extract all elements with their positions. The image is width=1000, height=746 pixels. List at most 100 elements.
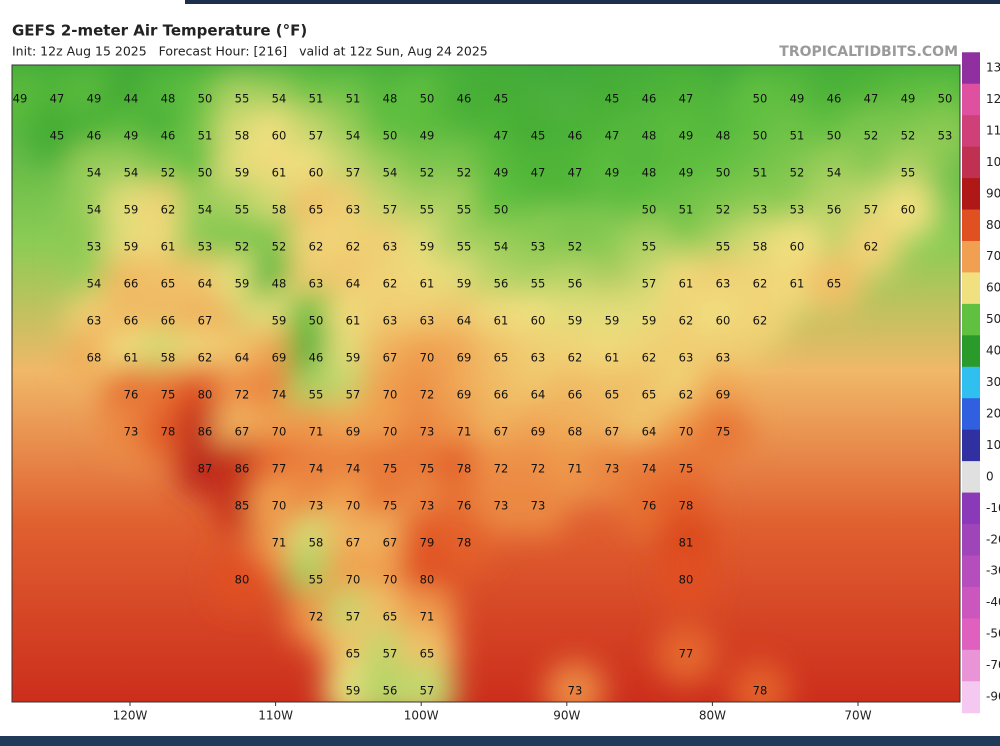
temperature-value: 52	[716, 203, 731, 217]
temperature-value: 78	[161, 425, 176, 439]
temperature-value: 67	[494, 425, 509, 439]
map: 49 47 49 44 48 50 55 54 51 51 48 50 46 45 45 46 47 50 49 46…	[12, 65, 960, 702]
temperature-value: 46	[457, 92, 472, 106]
temperature-value: 58	[161, 351, 176, 365]
temperature-value: 57	[346, 610, 361, 624]
temperature-value: 49	[679, 129, 694, 143]
temperature-value: 54	[124, 166, 139, 180]
temperature-value: 63	[679, 351, 694, 365]
temperature-value: 63	[716, 351, 731, 365]
colorbar-segment	[962, 649, 980, 682]
temperature-value: 74	[642, 462, 657, 476]
temperature-value: 48	[272, 277, 287, 291]
temperature-value: 46	[309, 351, 324, 365]
temperature-value: 59	[457, 277, 472, 291]
temperature-value: 55	[309, 573, 324, 587]
temperature-value: 62	[679, 388, 694, 402]
temperature-value: 59	[235, 166, 250, 180]
temperature-value: 52	[457, 166, 472, 180]
colorbar-label: 0	[986, 469, 994, 483]
temperature-value: 49	[901, 92, 916, 106]
temperature-value: 53	[87, 240, 102, 254]
temperature-value: 44	[124, 92, 139, 106]
temperature-value: 50	[420, 92, 435, 106]
temperature-value: 47	[494, 129, 509, 143]
temperature-value: 54	[494, 240, 509, 254]
temperature-value: 63	[346, 203, 361, 217]
temperature-value: 74	[346, 462, 361, 476]
temperature-value: 63	[383, 240, 398, 254]
temperature-value: 69	[531, 425, 546, 439]
temperature-value: 59	[420, 240, 435, 254]
temperature-value: 60	[790, 240, 805, 254]
temperature-value: 76	[124, 388, 139, 402]
colorbar-label: 40	[986, 344, 1000, 358]
temperature-value: 60	[309, 166, 324, 180]
temperature-value: 45	[605, 92, 620, 106]
temperature-value: 56	[827, 203, 842, 217]
temperature-cell	[730, 291, 790, 351]
colorbar-segment	[962, 366, 980, 399]
temperature-cell	[878, 180, 938, 240]
temperature-value: 70	[679, 425, 694, 439]
colorbar-segment	[962, 524, 980, 556]
temperature-value: 72	[309, 610, 324, 624]
temperature-cell	[545, 661, 605, 702]
temperature-value: 48	[642, 129, 657, 143]
temperature-value: 75	[716, 425, 731, 439]
temperature-value: 64	[457, 314, 472, 328]
temperature-value: 62	[864, 240, 879, 254]
temperature-value: 74	[309, 462, 324, 476]
colorbar-segment	[962, 146, 980, 179]
colorbar-label: 90	[986, 186, 1000, 200]
temperature-value: 65	[642, 388, 657, 402]
temperature-value: 55	[235, 92, 250, 106]
temperature-value: 76	[642, 499, 657, 513]
temperature-value: 62	[309, 240, 324, 254]
temperature-value: 47	[531, 166, 546, 180]
temperature-value: 61	[679, 277, 694, 291]
temperature-value: 64	[346, 277, 361, 291]
temperature-value: 70	[420, 351, 435, 365]
temperature-value: 75	[420, 462, 435, 476]
temperature-value: 46	[568, 129, 583, 143]
temperature-value: 62	[383, 277, 398, 291]
temperature-value: 77	[272, 462, 287, 476]
temperature-value: 62	[346, 240, 361, 254]
credit: TROPICALTIDBITS.COM	[779, 44, 958, 60]
colorbar: 1301201101009080706050403020100-10-20-30…	[962, 52, 1000, 714]
temperature-value: 46	[161, 129, 176, 143]
temperature-value: 62	[642, 351, 657, 365]
temperature-value: 59	[346, 684, 361, 698]
colorbar-label: -50	[986, 627, 1000, 641]
temperature-value: 54	[346, 129, 361, 143]
temperature-value: 63	[309, 277, 324, 291]
temperature-value: 62	[753, 277, 768, 291]
temperature-value: 73	[309, 499, 324, 513]
temperature-value: 52	[790, 166, 805, 180]
temperature-value: 50	[753, 129, 768, 143]
colorbar-segment	[962, 555, 980, 588]
colorbar-segment	[962, 586, 980, 619]
colorbar-segment	[962, 429, 980, 462]
longitude-label: 120W	[113, 709, 148, 723]
temperature-cell	[804, 254, 864, 314]
temperature-value: 70	[383, 388, 398, 402]
temperature-value: 57	[309, 129, 324, 143]
temperature-value: 49	[605, 166, 620, 180]
temperature-value: 78	[457, 462, 472, 476]
temperature-value: 58	[272, 203, 287, 217]
temperature-value: 54	[198, 203, 213, 217]
temperature-value: 53	[938, 129, 953, 143]
colorbar-segment	[962, 618, 980, 651]
temperature-value: 59	[124, 203, 139, 217]
temperature-cell	[656, 624, 716, 684]
top-strip	[185, 0, 1000, 4]
map-frame	[11, 64, 961, 703]
colorbar-segment	[962, 461, 980, 494]
temperature-value: 71	[457, 425, 472, 439]
temperature-value: 73	[494, 499, 509, 513]
temperature-value: 54	[383, 166, 398, 180]
temperature-value: 62	[679, 314, 694, 328]
